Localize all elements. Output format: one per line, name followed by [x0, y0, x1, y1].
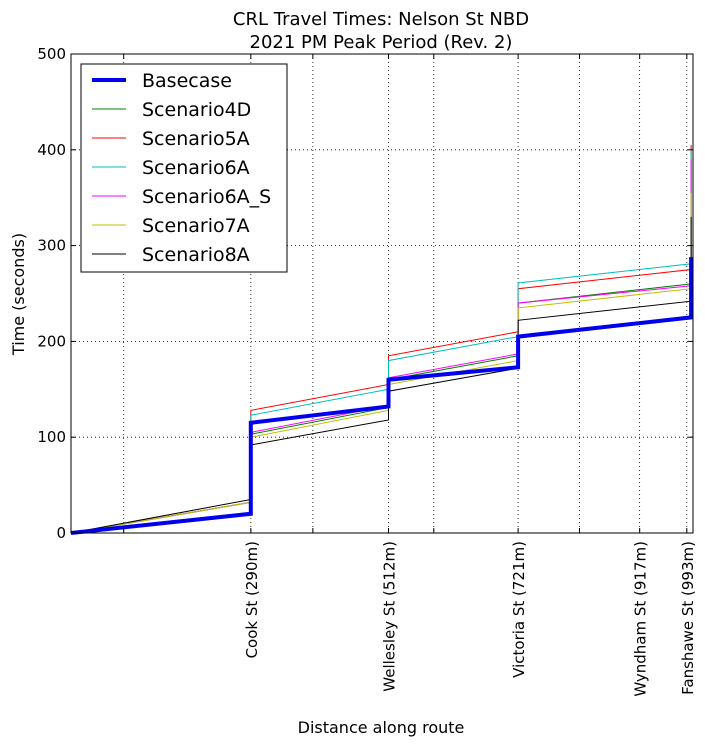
- legend-label: Basecase: [142, 70, 232, 92]
- chart-title-line-1: CRL Travel Times: Nelson St NBD: [233, 9, 529, 30]
- legend-label: Scenario5A: [142, 128, 250, 150]
- plot-frame: [70, 53, 694, 534]
- y-tick-label: 400: [37, 141, 66, 159]
- x-tick-label: Fanshawe St (993m): [679, 541, 697, 695]
- legend-label: Scenario6A: [142, 157, 250, 179]
- y-tick-label: 0: [56, 524, 66, 542]
- series-line-basecase: [70, 257, 694, 535]
- x-tick-label: Wellesley St (512m): [381, 541, 399, 692]
- legend-label: Scenario6A_S: [142, 186, 271, 208]
- series-group: [70, 145, 694, 535]
- x-tick-label: Cook St (290m): [243, 541, 261, 658]
- y-tick-label: 300: [37, 237, 66, 255]
- x-axis-label: Distance along route: [298, 718, 465, 737]
- series-line-scenario4d: [70, 245, 692, 534]
- legend-label: Scenario8A: [142, 244, 250, 266]
- chart-title-line-2: 2021 PM Peak Period (Rev. 2): [250, 32, 513, 53]
- x-tick-label: Victoria St (721m): [510, 541, 528, 678]
- y-tick-label: 100: [37, 428, 66, 446]
- y-tick-label: 200: [37, 332, 66, 350]
- ticks-group: 0 100 200 300 400 500 Cook St (290m) Wellesley …: [37, 45, 696, 697]
- legend-label: Scenario7A: [142, 215, 250, 237]
- legend-frame: [80, 63, 288, 273]
- legend: Basecase Scenario4D Scenario5A Scenario6A Sc…: [80, 63, 288, 273]
- y-tick-label: 500: [37, 45, 66, 63]
- x-tick-label: Wyndham St (917m): [632, 541, 650, 697]
- legend-label: Scenario4D: [142, 99, 251, 121]
- y-axis-label: Time (seconds): [9, 233, 28, 356]
